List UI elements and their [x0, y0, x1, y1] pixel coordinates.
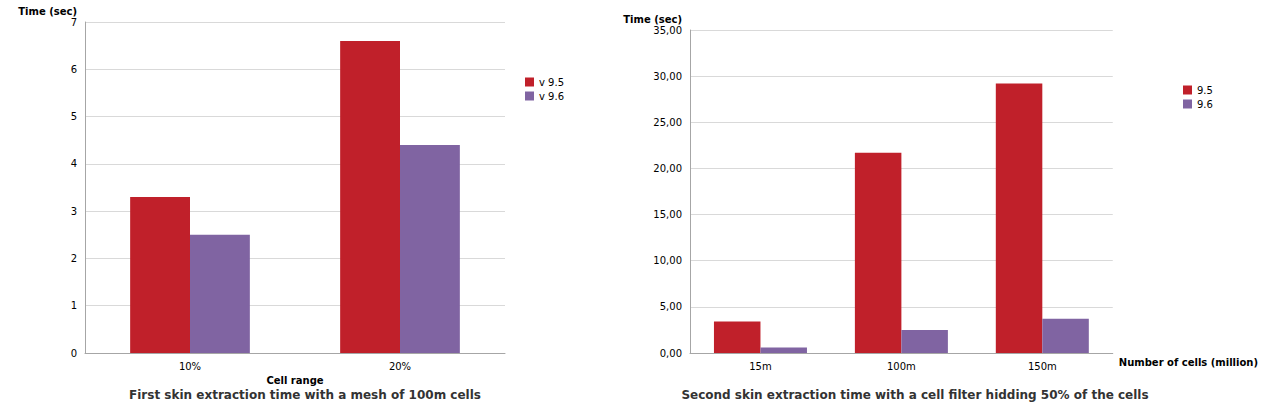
svg-text:5,00: 5,00: [660, 301, 682, 312]
svg-text:0,00: 0,00: [660, 348, 682, 359]
svg-text:0: 0: [71, 348, 77, 359]
svg-text:25,00: 25,00: [653, 117, 682, 128]
svg-text:Second skin extraction time wi: Second skin extraction time with a cell …: [681, 388, 1148, 402]
svg-text:7: 7: [71, 17, 77, 28]
svg-text:1: 1: [71, 300, 77, 311]
svg-text:5: 5: [71, 111, 77, 122]
svg-text:10,00: 10,00: [653, 255, 682, 266]
svg-text:20,00: 20,00: [653, 163, 682, 174]
svg-text:15m: 15m: [749, 361, 771, 372]
svg-text:2: 2: [71, 253, 77, 264]
svg-text:30,00: 30,00: [653, 71, 682, 82]
svg-text:First skin extraction time wit: First skin extraction time with a mesh o…: [129, 388, 481, 402]
svg-text:35,00: 35,00: [653, 25, 682, 36]
svg-text:3: 3: [71, 206, 77, 217]
svg-text:6: 6: [71, 64, 77, 75]
svg-text:20%: 20%: [389, 361, 411, 372]
svg-text:9.6: 9.6: [1197, 99, 1213, 110]
svg-text:Time (sec): Time (sec): [623, 14, 682, 25]
svg-text:100m: 100m: [887, 361, 916, 372]
svg-text:10%: 10%: [179, 361, 201, 372]
svg-text:4: 4: [71, 158, 77, 169]
svg-text:9.5: 9.5: [1197, 85, 1213, 96]
svg-text:Number of cells (million): Number of cells (million): [1119, 357, 1258, 368]
svg-text:Cell range: Cell range: [266, 375, 323, 386]
svg-text:150m: 150m: [1028, 361, 1057, 372]
svg-text:Time (sec): Time (sec): [18, 6, 77, 17]
svg-text:v 9.5: v 9.5: [539, 77, 564, 88]
svg-text:15,00: 15,00: [653, 209, 682, 220]
svg-text:v 9.6: v 9.6: [539, 91, 564, 102]
